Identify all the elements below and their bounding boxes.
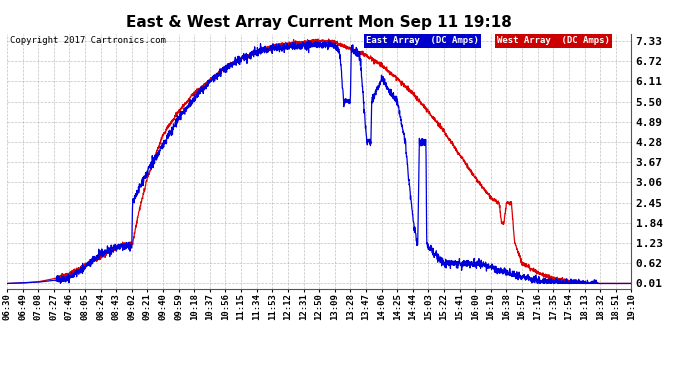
Text: Copyright 2017 Cartronics.com: Copyright 2017 Cartronics.com: [10, 36, 166, 45]
Text: East Array  (DC Amps): East Array (DC Amps): [366, 36, 479, 45]
Text: West Array  (DC Amps): West Array (DC Amps): [497, 36, 610, 45]
Title: East & West Array Current Mon Sep 11 19:18: East & West Array Current Mon Sep 11 19:…: [126, 15, 512, 30]
